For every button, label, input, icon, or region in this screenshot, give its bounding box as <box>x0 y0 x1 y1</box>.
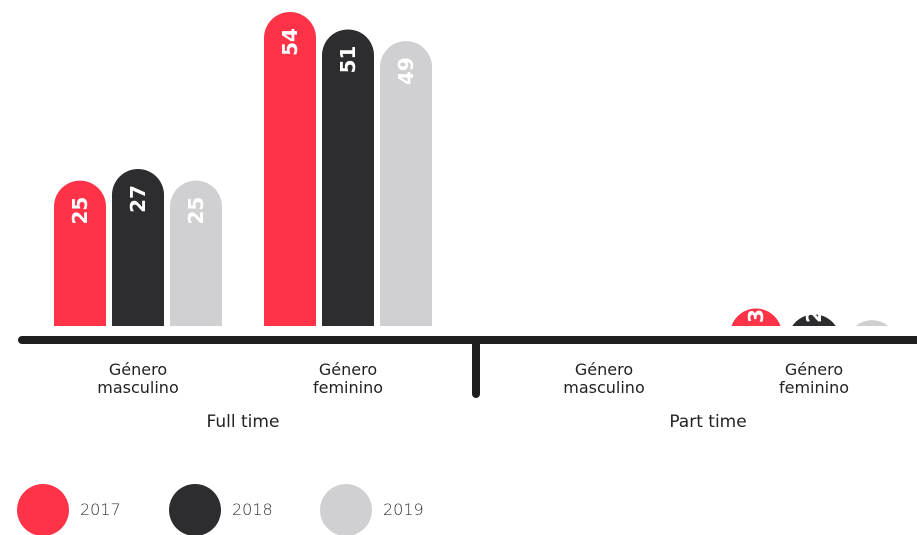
legend-swatch <box>320 484 372 535</box>
x-tick-label: Género feminino <box>312 360 384 397</box>
bar <box>855 320 889 326</box>
bar <box>322 29 374 326</box>
value-label: 25 <box>184 197 208 225</box>
value-label: 25 <box>68 197 92 225</box>
legend-label: 2019 <box>383 500 424 519</box>
bar <box>731 308 781 326</box>
x-tick-label: Género masculino <box>97 360 179 397</box>
bar <box>170 180 222 326</box>
x-tick-label: Género feminino <box>778 360 850 397</box>
bar <box>380 41 432 327</box>
group-label: Full time <box>206 412 280 432</box>
value-label: 2 <box>802 309 826 323</box>
value-label: 3 <box>744 309 768 323</box>
bar <box>112 169 164 326</box>
bar <box>792 314 836 326</box>
value-label: 27 <box>126 185 150 213</box>
legend-swatch <box>17 484 69 535</box>
value-label: 49 <box>394 57 418 85</box>
bar <box>54 180 106 326</box>
x-tick-label: Género masculino <box>563 360 645 397</box>
legend-swatch <box>169 484 221 535</box>
group-label: Part time <box>669 412 747 432</box>
value-label: 1 <box>860 309 884 323</box>
bar <box>264 12 316 326</box>
legend-label: 2017 <box>80 500 121 519</box>
value-label: 51 <box>336 46 360 74</box>
legend-label: 2018 <box>232 500 273 519</box>
value-label: 54 <box>278 28 302 56</box>
